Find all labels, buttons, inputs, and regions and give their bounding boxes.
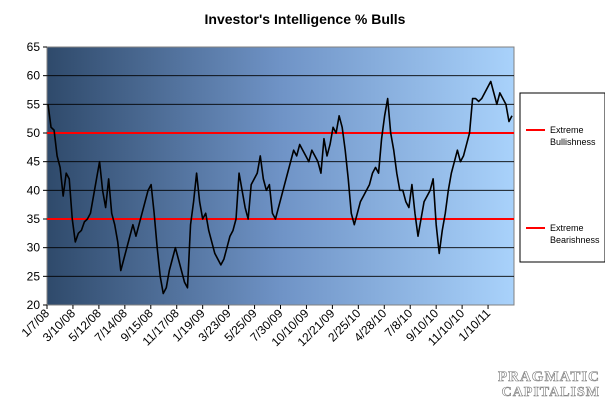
legend-label-bearishness-1: Extreme bbox=[550, 223, 584, 233]
legend-label-bearishness-2: Bearishness bbox=[550, 235, 600, 245]
watermark-logo: PRAGMATIC CAPITALISM bbox=[498, 369, 600, 401]
legend: Extreme Bullishness Extreme Bearishness bbox=[519, 92, 605, 263]
y-tick-label: 25 bbox=[27, 269, 41, 283]
y-tick-label: 60 bbox=[27, 69, 41, 83]
chart-title: Investor's Intelligence % Bulls bbox=[205, 11, 406, 27]
y-tick-label: 50 bbox=[27, 126, 41, 140]
legend-label-bullishness-1: Extreme bbox=[550, 125, 584, 135]
y-tick-label: 30 bbox=[27, 241, 41, 255]
y-tick-label: 45 bbox=[27, 155, 41, 169]
series-line-bulls bbox=[47, 80, 513, 295]
y-tick-label: 35 bbox=[27, 212, 41, 226]
legend-label-bullishness-2: Bullishness bbox=[550, 137, 596, 147]
y-tick-label: 20 bbox=[27, 298, 41, 312]
y-tick-label: 55 bbox=[27, 97, 41, 111]
y-tick-label: 65 bbox=[27, 40, 41, 54]
y-tick-label: 40 bbox=[27, 183, 41, 197]
plot-area bbox=[46, 46, 515, 306]
x-axis-ticks: 1/7/083/10/085/12/087/14/089/15/0811/17/… bbox=[19, 305, 493, 349]
y-axis-ticks: 20 25 30 35 40 45 50 55 60 65 bbox=[27, 40, 47, 312]
watermark-line2: CAPITALISM bbox=[502, 385, 600, 400]
legend-box bbox=[519, 92, 605, 263]
watermark-line1: PRAGMATIC bbox=[498, 369, 600, 385]
